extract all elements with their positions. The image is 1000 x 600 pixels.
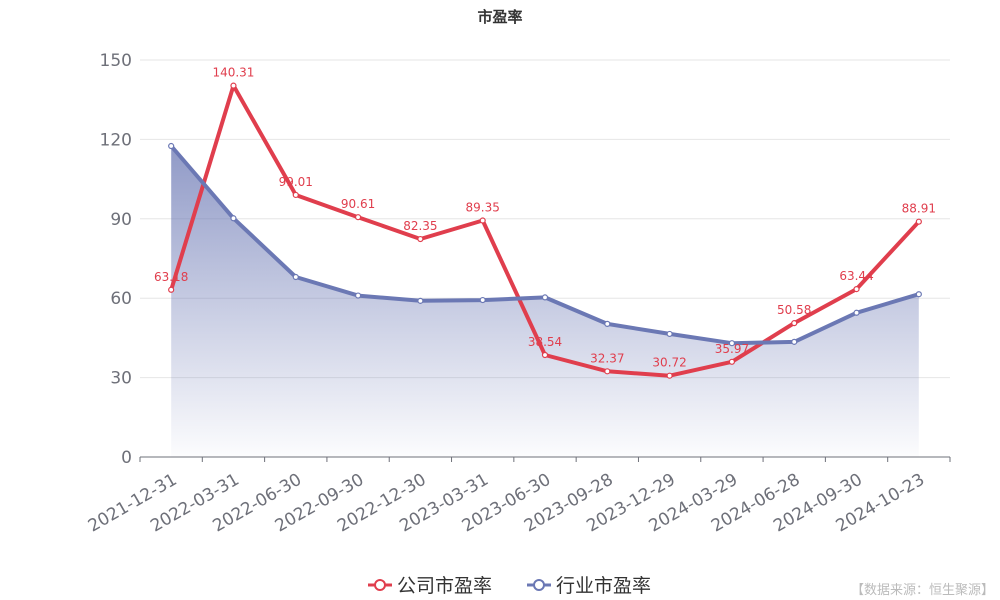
- series-area-1: [171, 146, 919, 457]
- legend-marker: [374, 579, 386, 591]
- data-point[interactable]: [479, 217, 486, 224]
- y-tick-label: 150: [100, 51, 132, 71]
- y-tick-label: 30: [110, 369, 132, 389]
- data-label: 35.97: [715, 342, 749, 356]
- data-point[interactable]: [728, 358, 736, 365]
- data-point[interactable]: [666, 372, 673, 379]
- data-point[interactable]: [230, 215, 237, 222]
- data-point[interactable]: [541, 294, 549, 301]
- data-label: 90.61: [341, 197, 375, 211]
- data-source: 【数据来源：恒生聚源】: [851, 583, 994, 598]
- data-point[interactable]: [479, 296, 486, 304]
- data-point[interactable]: [230, 82, 237, 89]
- data-label: 99.01: [279, 175, 313, 189]
- legend-label: 行业市盈率: [556, 575, 651, 597]
- data-label: 32.37: [590, 351, 624, 365]
- data-label: 88.91: [902, 202, 936, 216]
- data-point[interactable]: [354, 292, 362, 299]
- data-point[interactable]: [168, 142, 175, 150]
- data-label: 89.35: [466, 201, 500, 215]
- data-point[interactable]: [791, 338, 798, 345]
- chart-title: 市盈率: [477, 8, 522, 26]
- data-point[interactable]: [168, 286, 175, 293]
- data-point[interactable]: [915, 218, 922, 225]
- legend-marker: [533, 579, 545, 591]
- data-point[interactable]: [728, 340, 736, 347]
- data-point[interactable]: [853, 285, 860, 293]
- y-tick-label: 60: [110, 289, 132, 309]
- data-point[interactable]: [292, 191, 299, 199]
- data-label: 30.72: [652, 356, 686, 370]
- legend-label: 公司市盈率: [397, 575, 492, 597]
- data-point[interactable]: [791, 320, 798, 327]
- data-label: 140.31: [212, 66, 254, 80]
- data-label: 63.18: [154, 270, 188, 284]
- data-point[interactable]: [354, 214, 362, 221]
- data-label: 38.54: [528, 335, 562, 349]
- y-tick-label: 120: [100, 130, 132, 150]
- series-lines: [168, 82, 922, 379]
- data-label: 63.44: [839, 269, 873, 283]
- data-label: 50.58: [777, 303, 811, 317]
- y-tick-label: 0: [121, 448, 132, 468]
- legend-item-0[interactable]: 公司市盈率: [368, 575, 492, 597]
- data-point[interactable]: [604, 320, 611, 327]
- data-point[interactable]: [541, 351, 549, 359]
- data-point[interactable]: [292, 273, 299, 281]
- area-fill: [171, 146, 919, 457]
- data-point[interactable]: [417, 235, 424, 243]
- data-point[interactable]: [853, 309, 860, 316]
- data-label: 82.35: [403, 219, 437, 233]
- y-tick-label: 90: [110, 210, 132, 230]
- data-labels: 63.18 140.31 99.01 90.61 82.35 89.35 38.54 32.3…: [154, 66, 936, 370]
- data-point[interactable]: [666, 330, 673, 338]
- data-point[interactable]: [915, 291, 922, 298]
- data-point[interactable]: [417, 297, 424, 304]
- legend[interactable]: 公司市盈率 行业市盈率: [368, 575, 651, 597]
- legend-item-1[interactable]: 行业市盈率: [527, 575, 651, 597]
- data-point[interactable]: [604, 368, 611, 375]
